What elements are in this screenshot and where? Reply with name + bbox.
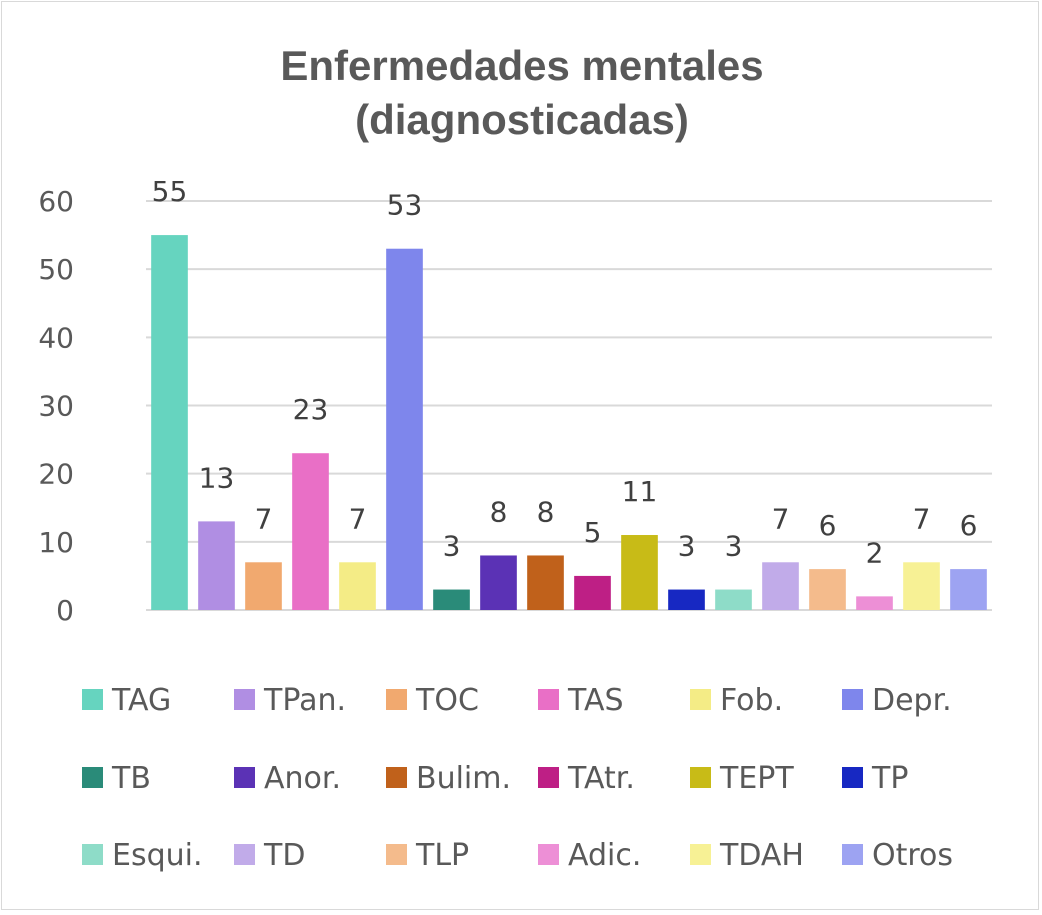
legend-swatch [690, 767, 711, 788]
y-tick-label: 30 [38, 390, 74, 423]
legend-label: TB [111, 761, 151, 796]
legend-swatch [82, 689, 103, 710]
data-label: 3 [443, 530, 461, 563]
y-tick-label: 20 [38, 458, 74, 491]
data-label: 5 [584, 516, 602, 549]
legend-label: Anor. [264, 761, 341, 796]
data-label: 7 [349, 502, 367, 535]
legend-label: TD [263, 838, 305, 873]
legend-swatch [690, 689, 711, 710]
legend-label: Esqui. [112, 838, 203, 873]
legend-swatch [82, 767, 103, 788]
data-label: 8 [537, 495, 555, 528]
legend-label: Adic. [568, 838, 641, 873]
legend-label: Fob. [720, 683, 783, 718]
data-label: 55 [152, 175, 188, 208]
data-label: 2 [866, 536, 884, 569]
y-tick-label: 60 [38, 185, 74, 218]
legend-swatch [234, 767, 255, 788]
data-label: 11 [622, 475, 658, 508]
bar [386, 248, 423, 610]
bar [903, 562, 940, 610]
legend-swatch [386, 689, 407, 710]
legend-swatch [842, 844, 863, 865]
data-label: 3 [725, 530, 743, 563]
bar [198, 521, 235, 610]
bar [245, 562, 282, 610]
legend-label: TAS [567, 683, 624, 718]
data-label: 8 [490, 495, 508, 528]
legend-label: Otros [872, 838, 953, 873]
legend-swatch [234, 689, 255, 710]
bar [480, 555, 517, 610]
y-tick-label: 40 [38, 321, 74, 354]
data-label: 6 [960, 509, 978, 542]
y-tick-label: 0 [56, 594, 74, 627]
data-label: 7 [772, 502, 790, 535]
data-label: 6 [819, 509, 837, 542]
data-label: 13 [199, 461, 235, 494]
bar [856, 596, 893, 610]
legend-swatch [690, 844, 711, 865]
bars [151, 235, 987, 611]
bar [433, 589, 470, 610]
legend-label: TPan. [263, 683, 346, 718]
legend-label: TEPT [719, 761, 794, 796]
legend-swatch [234, 844, 255, 865]
bar [668, 589, 705, 610]
chart-title-line-2: (diagnosticadas) [355, 96, 689, 143]
y-axis-ticks: 0 10 20 30 40 50 60 [38, 185, 74, 627]
bar [621, 535, 658, 610]
bar [292, 453, 329, 610]
bar [950, 569, 987, 610]
bar [151, 235, 188, 611]
bar [809, 569, 846, 610]
legend-label: TDAH [719, 838, 804, 873]
bar [762, 562, 799, 610]
bar [715, 589, 752, 610]
legend-swatch [386, 844, 407, 865]
legend-label: TOC [415, 683, 479, 718]
data-label: 3 [678, 530, 696, 563]
legend: TAG TPan. TOC TAS Fob. Depr. TB Anor. Bulim. TAtr… [82, 683, 953, 873]
y-tick-label: 50 [38, 253, 74, 286]
data-label: 7 [255, 502, 273, 535]
bar [339, 562, 376, 610]
legend-swatch [82, 844, 103, 865]
legend-swatch [842, 767, 863, 788]
legend-label: Bulim. [416, 761, 511, 796]
data-label: 7 [913, 502, 931, 535]
bar [574, 575, 611, 610]
legend-label: TAG [111, 683, 171, 718]
legend-swatch [386, 767, 407, 788]
data-label: 23 [293, 393, 329, 426]
legend-label: TP [871, 761, 908, 796]
y-tick-label: 10 [38, 526, 74, 559]
legend-label: TLP [415, 838, 469, 873]
legend-swatch [538, 689, 559, 710]
data-label: 53 [387, 189, 423, 222]
chart-title-line-1: Enfermedades mentales [280, 42, 763, 89]
legend-swatch [538, 767, 559, 788]
gridlines [146, 200, 992, 611]
legend-swatch [538, 844, 559, 865]
legend-label: TAtr. [567, 761, 635, 796]
legend-swatch [842, 689, 863, 710]
bar [527, 555, 564, 610]
legend-label: Depr. [872, 683, 952, 718]
